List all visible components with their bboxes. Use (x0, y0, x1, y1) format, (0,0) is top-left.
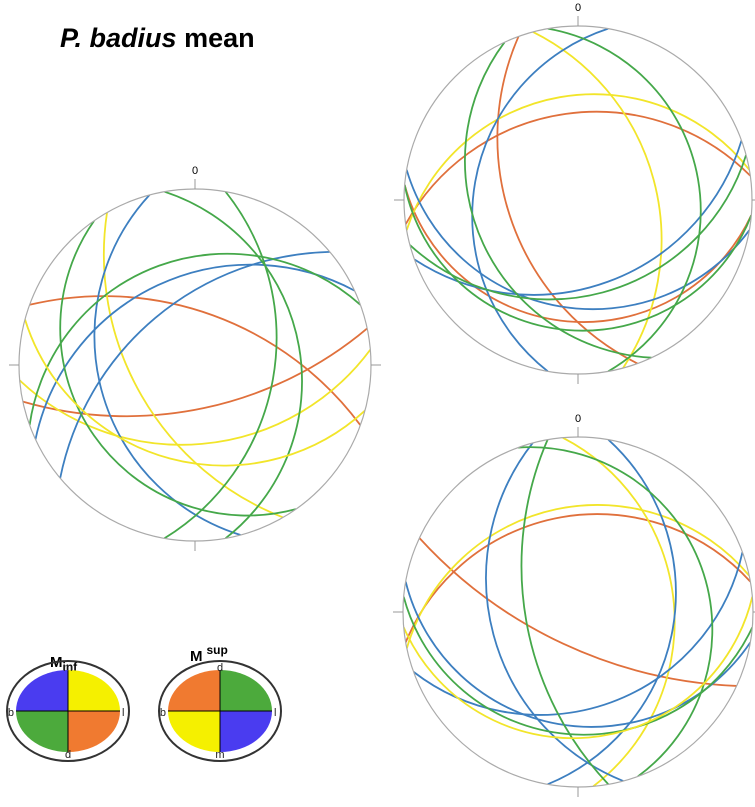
quadrant (220, 711, 272, 752)
great-circle (405, 504, 750, 649)
label: d (65, 749, 71, 761)
great-circle (28, 252, 361, 426)
great-circle (404, 513, 752, 643)
quadrant (16, 711, 68, 752)
great-circle (59, 250, 330, 479)
legend-outline (6, 660, 130, 762)
great-circle (24, 319, 366, 467)
great-circle (405, 169, 751, 311)
stereonets: 0 0 0 (9, 2, 755, 797)
label: d (217, 662, 223, 674)
north-label: 0 (575, 413, 581, 425)
stereonet: 0 (9, 165, 381, 551)
great-circle (547, 438, 677, 786)
label: m (63, 662, 72, 674)
great-circle (403, 596, 753, 736)
north-label: 0 (192, 165, 198, 177)
quadrant (16, 670, 68, 711)
great-circle (404, 184, 752, 332)
great-circle (409, 154, 747, 301)
legend-outline (158, 660, 282, 762)
label: b (160, 707, 166, 719)
label: l (274, 707, 276, 719)
great-circle (34, 263, 355, 440)
great-circle (404, 110, 751, 225)
great-circle (562, 437, 676, 787)
great-circle (19, 349, 371, 446)
great-circle (29, 295, 362, 426)
great-circle (93, 194, 241, 536)
great-circle (404, 184, 752, 323)
great-circle (496, 36, 638, 365)
label: b (8, 707, 14, 719)
great-circle (404, 581, 752, 728)
great-circle (405, 93, 751, 231)
title: P. badius mean (60, 23, 255, 53)
great-circle (22, 327, 368, 418)
great-circle (102, 212, 284, 519)
north-label: 0 (575, 2, 581, 14)
quadrant (168, 711, 220, 752)
great-circle (471, 27, 609, 373)
label: l (122, 707, 124, 719)
quadrant (220, 670, 272, 711)
title-rest: mean (184, 23, 255, 53)
great-circle (485, 442, 624, 782)
great-circle (414, 140, 743, 296)
great-circle (532, 31, 663, 369)
stereonet: 0 (393, 413, 755, 797)
great-circle (547, 27, 702, 373)
great-circle (520, 439, 610, 785)
great-circle (413, 551, 744, 716)
great-circle (403, 596, 753, 740)
label: m (215, 749, 224, 761)
great-circle (164, 190, 303, 540)
quadrant (68, 670, 120, 711)
quadrant (168, 670, 220, 711)
stereonet: 0 (394, 2, 755, 384)
great-circle (418, 537, 737, 687)
great-circle (163, 191, 278, 540)
great-circle (518, 446, 714, 778)
quadrant (68, 711, 120, 752)
primitive-circle (18, 188, 372, 542)
great-circle (464, 41, 652, 359)
great-circle (59, 220, 297, 517)
title-italic: P. badius (60, 23, 177, 53)
legend-inf: Minf m d b l (6, 654, 130, 762)
